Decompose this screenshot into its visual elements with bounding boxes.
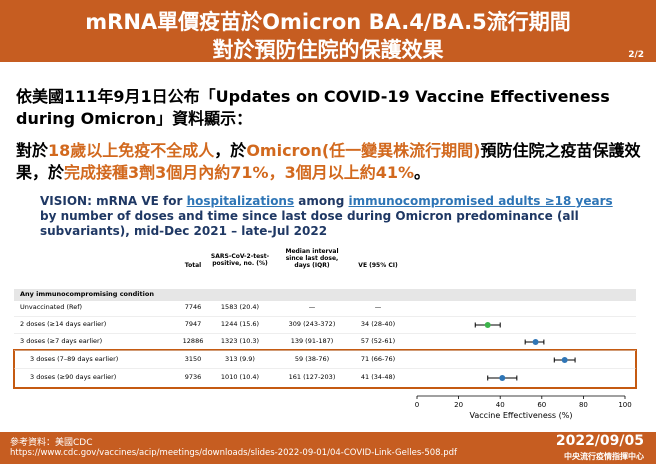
highlight-box: [13, 349, 637, 389]
estimate-dot: [499, 375, 506, 381]
cell: 3150: [184, 355, 202, 363]
text-segment: by number of doses and time since last d…: [40, 209, 579, 238]
link-text: hospitalizations: [186, 194, 295, 208]
column-header: Median interval since last dose, days (I…: [285, 248, 339, 269]
row-label: 2 doses (≥14 days earlier): [20, 320, 107, 328]
cell: 34 (28-40): [360, 320, 396, 328]
title-line: 對於預防住院的保護效果: [212, 38, 444, 62]
cell: 59 (38-76): [294, 355, 330, 363]
text-segment: 對於: [16, 141, 49, 160]
estimate-dot: [561, 357, 568, 363]
cell: 139 (91-187): [290, 337, 334, 345]
vision-title: VISION: mRNA VE for hospitalizations amo…: [40, 194, 620, 239]
row-label: Unvaccinated (Ref): [20, 303, 83, 311]
org: 中央流行疫情指揮中心: [564, 452, 644, 461]
text-segment: among: [294, 194, 349, 208]
cell: 1244 (15.6): [220, 320, 260, 328]
estimate-dot: [484, 322, 491, 328]
date: 2022/09/05: [555, 433, 644, 449]
source: 參考資料：美國CDC: [10, 438, 93, 448]
x-tick-label: 100: [618, 401, 631, 409]
cell: 12886: [182, 337, 204, 345]
text-segment: 預防住院之疫苗保護效果，於: [16, 141, 641, 182]
cell: 7746: [184, 303, 202, 311]
text-segment: VISION: mRNA VE for: [40, 194, 187, 208]
row-label: 3 doses (7–89 days earlier): [30, 355, 119, 363]
estimate-dot: [532, 339, 539, 345]
text-segment: Omicron(任一變異株流行期間): [246, 141, 481, 160]
text-segment: 完成接種3劑3個月內約71%，3個月以上約41%: [64, 163, 415, 182]
group-band: [14, 289, 636, 301]
source-url: https://www.cdc.gov/vaccines/acip/meetin…: [10, 448, 458, 458]
text-segment: 依美國111年9月1日公布「Updates on COVID-19 Vaccin…: [16, 87, 610, 128]
cell: 309 (243-372): [288, 320, 336, 328]
text-segment: 。: [414, 163, 431, 182]
cell: 161 (127-203): [288, 373, 336, 381]
intro-text: 依美國111年9月1日公布「Updates on COVID-19 Vaccin…: [16, 86, 642, 130]
cell: 71 (66-76): [360, 355, 396, 363]
column-header: VE (95% CI): [358, 262, 398, 269]
cell: 57 (52-61): [360, 337, 396, 345]
x-tick-label: 40: [496, 401, 505, 409]
cell: 7947: [184, 320, 202, 328]
finding-text: 對於18歲以上免疫不全成人，於Omicron(任一變異株流行期間)預防住院之疫苗…: [16, 140, 642, 184]
row-label: 3 doses (≥7 days earlier): [20, 337, 103, 345]
row-label: 3 doses (≥90 days earlier): [30, 373, 117, 381]
x-tick-label: 80: [579, 401, 588, 409]
x-tick-label: 60: [537, 401, 546, 409]
x-axis-label: Vaccine Effectiveness (%): [470, 411, 573, 420]
text-segment: ，於: [214, 141, 247, 160]
title-line: mRNA單價疫苗於Omicron BA.4/BA.5流行期間: [85, 10, 571, 34]
x-tick-label: 0: [415, 401, 419, 409]
cell: —: [308, 303, 316, 311]
column-header: SARS-CoV-2-test-positive, no. (%): [210, 253, 270, 267]
cell: 1010 (10.4): [220, 373, 260, 381]
cell: 1323 (10.3): [220, 337, 260, 345]
cell: 41 (34-48): [360, 373, 396, 381]
page-number: 2/2: [628, 50, 644, 60]
x-tick-label: 20: [454, 401, 463, 409]
cell: 1583 (20.4): [220, 303, 260, 311]
cell: 9736: [184, 373, 202, 381]
text-segment: 18歲以上免疫不全成人: [48, 141, 215, 160]
column-header: Total: [184, 262, 202, 269]
cell: —: [374, 303, 382, 311]
link-text: immunocompromised adults ≥18 years: [348, 194, 613, 208]
cell: 313 (9.9): [225, 355, 255, 363]
group-label: Any immunocompromising condition: [20, 290, 154, 298]
header-band: [0, 0, 656, 62]
footer-band: [0, 432, 656, 464]
